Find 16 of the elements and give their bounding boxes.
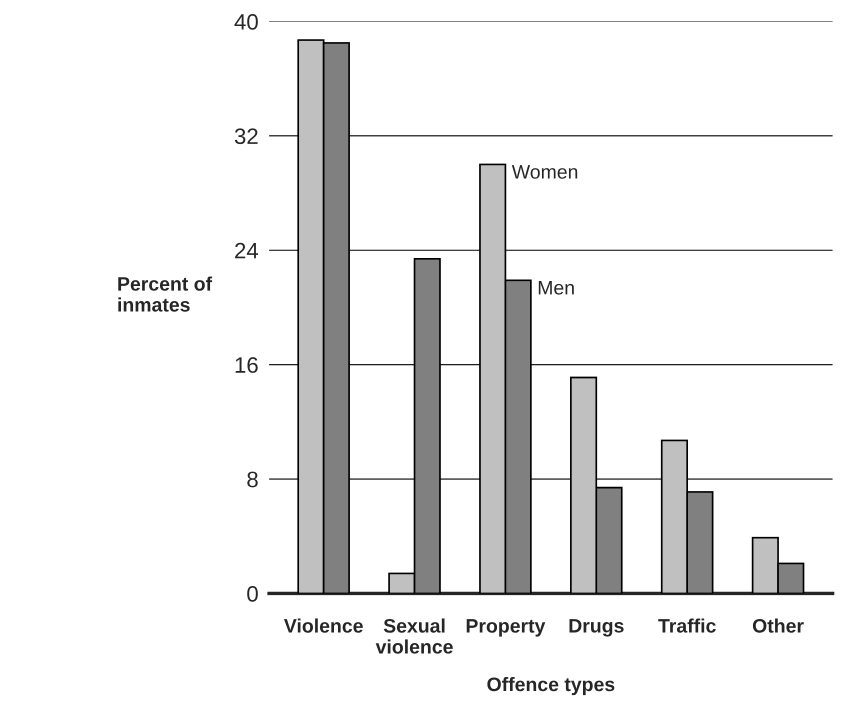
series-label: Men	[538, 280, 574, 295]
x-tick-label: Property	[466, 619, 546, 637]
x-tick-label: Drugs	[570, 619, 624, 637]
y-tick-label: 8	[247, 472, 258, 488]
y-tick-label: 0	[247, 586, 258, 602]
y-axis-title: Percent of inmates	[118, 276, 212, 312]
y-tick-label: 40	[234, 14, 258, 30]
y-tick-label: 32	[234, 128, 258, 144]
x-tick-label: Sexual violence	[376, 618, 453, 654]
y-tick-label: 24	[235, 242, 258, 258]
series-label: Women	[512, 165, 578, 179]
x-tick-label: Traffic	[658, 618, 716, 633]
y-tick-label: 16	[236, 357, 258, 373]
x-tick-label: Other	[752, 618, 804, 633]
x-axis-title: Offence types	[487, 676, 614, 696]
x-tick-label: Violence	[284, 618, 363, 633]
